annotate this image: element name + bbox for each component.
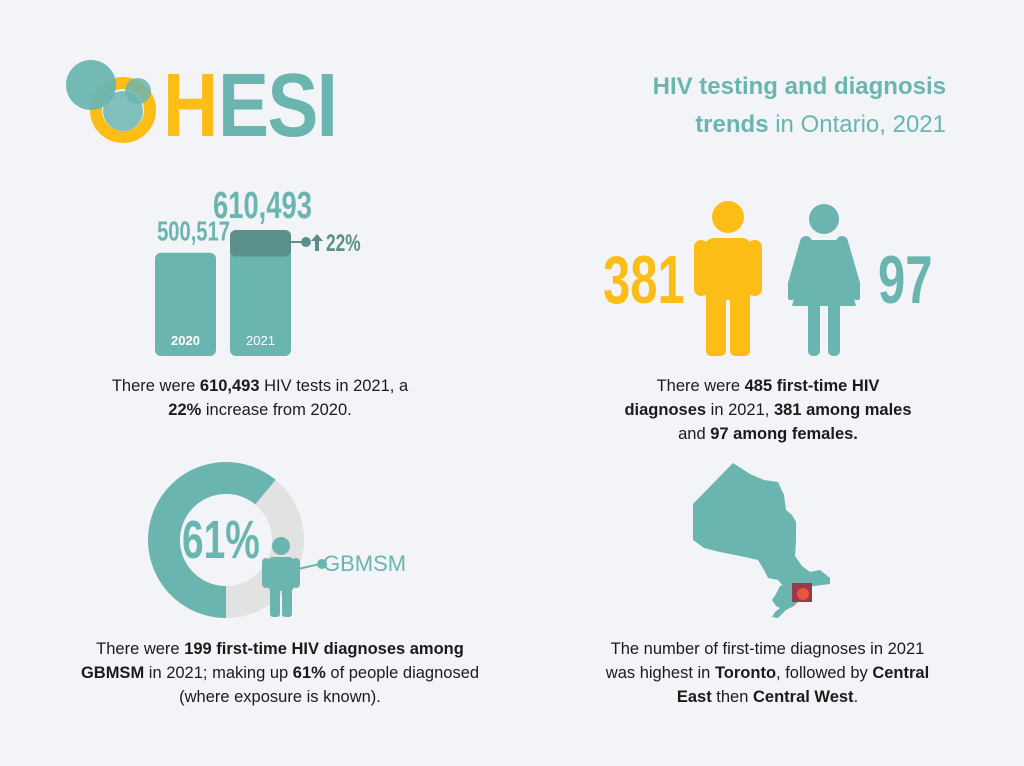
caption-segment: . xyxy=(853,688,859,706)
title-rest: in Ontario, 2021 xyxy=(768,111,946,138)
tests-bar-chart: 2020 500,517 22% 2021 610,493 xyxy=(155,185,361,356)
female-person-icon xyxy=(788,204,860,356)
ontario-map-icon xyxy=(693,463,830,618)
caption-segment: , followed by xyxy=(776,664,873,682)
caption-segment: 199 first-time HIV diagnoses among GBMSM xyxy=(80,640,464,682)
gbmsm-label: GBMSM xyxy=(323,551,407,576)
caption-segment: then xyxy=(711,688,753,706)
caption-segment: 610,493 xyxy=(199,377,260,395)
bar-2020 xyxy=(155,252,216,356)
tests-caption: There were 610,493 HIV tests in 2021, a … xyxy=(100,374,420,422)
caption-segment: in 2021, xyxy=(706,401,774,419)
person-icon xyxy=(262,537,327,617)
region-caption: The number of first-time diagnoses in 20… xyxy=(595,637,940,709)
caption-segment: There were xyxy=(96,640,185,658)
donut-center-label: 61% xyxy=(182,510,260,570)
logo-letter-h: H xyxy=(163,56,218,156)
logo-circles-icon xyxy=(66,60,156,143)
caption-segment: 97 among females. xyxy=(710,425,858,443)
category-label: 2021 xyxy=(246,333,275,348)
caption-segment: 485 first-time HIV diagnoses xyxy=(624,377,880,419)
increase-label: 22% xyxy=(326,230,361,256)
sex-caption: There were 485 first-time HIV diagnoses … xyxy=(618,374,918,446)
increase-segment xyxy=(230,230,291,257)
gbmsm-caption: There were 199 first-time HIV diagnoses … xyxy=(80,637,480,709)
bar-2021 xyxy=(230,230,291,356)
caption-segment: increase from 2020. xyxy=(201,401,352,419)
category-label: 2020 xyxy=(171,333,200,348)
male-person-icon xyxy=(694,201,762,356)
caption-segment: of people diagnosed (where exposure is k… xyxy=(179,664,480,706)
male-count: 381 xyxy=(603,242,685,318)
value-label: 500,517 xyxy=(157,217,230,248)
arrow-up-icon xyxy=(311,234,323,251)
caption-segment: The number of first-time diagnoses in 20… xyxy=(605,640,925,682)
caption-segment: Central West xyxy=(753,688,854,706)
caption-segment: 22% xyxy=(168,401,202,419)
donut-slice xyxy=(148,462,276,618)
page-title: HIV testing and diagnosis trends in Onta… xyxy=(653,68,946,144)
caption-segment: 61% xyxy=(292,664,326,682)
logo-letters-esi: ESI xyxy=(218,56,338,156)
donut-hole xyxy=(180,494,272,586)
caption-segment: HIV tests in 2021, a xyxy=(259,377,409,395)
increase-dot xyxy=(301,237,311,247)
caption-segment: There were xyxy=(656,377,745,395)
title-bold: trends xyxy=(695,111,769,138)
title-line-2: trends in Ontario, 2021 xyxy=(653,106,946,144)
female-count: 97 xyxy=(878,242,933,318)
caption-segment: There were xyxy=(111,377,200,395)
ohesi-logo: HESI xyxy=(60,55,360,151)
caption-segment: in 2021; making up xyxy=(144,664,293,682)
caption-segment: 381 among males xyxy=(773,401,912,419)
title-line-1: HIV testing and diagnosis xyxy=(652,73,946,100)
caption-segment: Toronto xyxy=(714,664,777,682)
value-label: 610,493 xyxy=(213,185,312,227)
caption-segment: Central East xyxy=(676,664,930,706)
caption-segment: and xyxy=(678,425,711,443)
